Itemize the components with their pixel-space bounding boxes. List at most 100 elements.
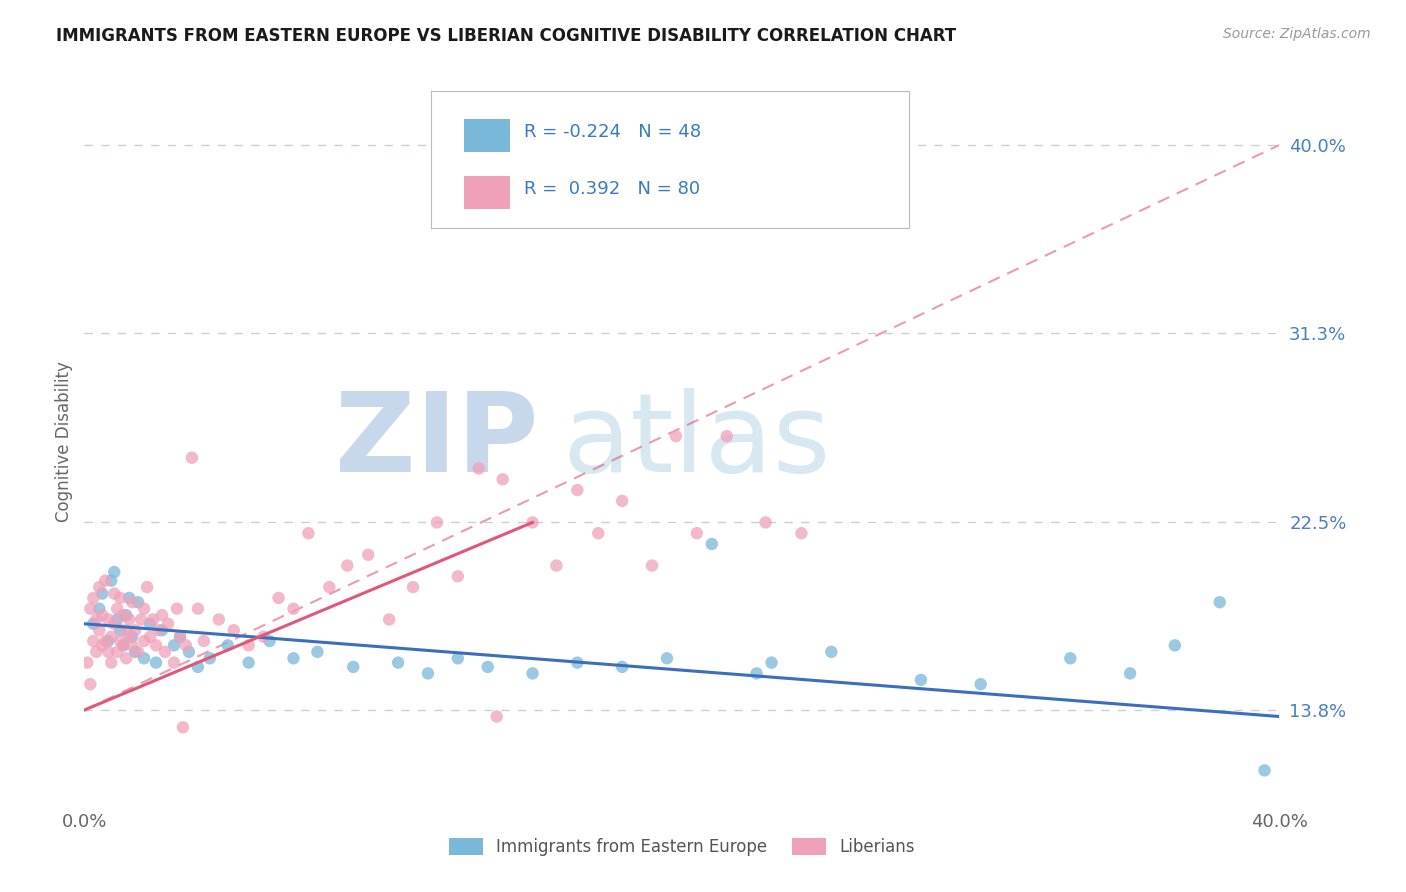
Text: R =  0.392   N = 80: R = 0.392 N = 80 — [524, 179, 700, 198]
Point — [700, 537, 723, 551]
Y-axis label: Cognitive Disability: Cognitive Disability — [55, 361, 73, 522]
Text: R = -0.224   N = 48: R = -0.224 N = 48 — [524, 122, 702, 141]
Point — [132, 651, 156, 665]
Point — [97, 645, 120, 659]
Point — [342, 660, 364, 674]
Point — [124, 624, 146, 638]
Point — [522, 666, 544, 681]
Point — [307, 645, 329, 659]
Point — [198, 651, 221, 665]
Point — [686, 526, 709, 541]
FancyBboxPatch shape — [464, 119, 510, 152]
FancyBboxPatch shape — [432, 91, 910, 228]
Point — [716, 429, 738, 443]
Point — [91, 586, 114, 600]
Point — [222, 624, 245, 638]
Point — [477, 660, 499, 674]
Point — [105, 612, 128, 626]
Point — [112, 608, 135, 623]
Point — [970, 677, 993, 691]
Point — [150, 608, 173, 623]
Point — [105, 645, 128, 659]
Point — [612, 493, 634, 508]
Text: ZIP: ZIP — [335, 388, 538, 495]
Point — [100, 574, 122, 588]
Point — [485, 709, 508, 723]
Point — [283, 601, 305, 615]
Point — [612, 660, 634, 674]
Point — [336, 558, 359, 573]
Point — [253, 630, 276, 644]
Point — [567, 656, 589, 670]
Point — [755, 516, 778, 530]
Point — [89, 580, 111, 594]
Point — [103, 565, 125, 579]
Point — [267, 591, 290, 605]
Point — [112, 638, 135, 652]
Point — [174, 638, 197, 652]
Point — [148, 624, 170, 638]
Point — [665, 429, 688, 443]
Point — [136, 580, 159, 594]
Point — [121, 595, 143, 609]
Point — [402, 580, 425, 594]
Point — [145, 656, 167, 670]
Point — [641, 558, 664, 573]
Point — [177, 645, 200, 659]
Point — [1119, 666, 1142, 681]
Point — [79, 601, 101, 615]
Point — [94, 574, 117, 588]
Point — [89, 601, 111, 615]
Point — [588, 526, 610, 541]
Point — [118, 591, 141, 605]
Point — [79, 677, 101, 691]
Point — [91, 608, 114, 623]
Point — [132, 634, 156, 648]
Point — [91, 638, 114, 652]
Point — [1164, 638, 1187, 652]
Point — [318, 580, 340, 594]
Point — [129, 612, 152, 626]
Legend: Immigrants from Eastern Europe, Liberians: Immigrants from Eastern Europe, Liberian… — [443, 831, 921, 863]
Point — [163, 656, 186, 670]
Point — [169, 630, 191, 644]
Point — [86, 612, 108, 626]
Point — [94, 634, 117, 648]
Point — [238, 656, 260, 670]
Point — [97, 612, 120, 626]
Point — [193, 634, 215, 648]
Point — [745, 666, 768, 681]
Point — [150, 624, 173, 638]
Point — [259, 634, 281, 648]
Point — [655, 651, 678, 665]
Point — [546, 558, 568, 573]
Point — [118, 612, 141, 626]
Point — [142, 612, 165, 626]
Point — [169, 630, 191, 644]
Point — [153, 645, 176, 659]
Point — [426, 516, 449, 530]
Point — [112, 638, 135, 652]
Point — [357, 548, 380, 562]
Point — [238, 638, 260, 652]
Point — [468, 461, 491, 475]
Point — [110, 634, 132, 648]
Point — [103, 586, 125, 600]
Point — [100, 656, 122, 670]
Point — [187, 601, 209, 615]
Point — [82, 616, 104, 631]
Point — [110, 624, 132, 638]
Text: Source: ZipAtlas.com: Source: ZipAtlas.com — [1223, 27, 1371, 41]
Point — [1059, 651, 1081, 665]
Point — [82, 634, 104, 648]
Point — [416, 666, 439, 681]
Point — [86, 645, 108, 659]
Point — [910, 673, 932, 687]
Point — [103, 616, 125, 631]
Point — [89, 624, 111, 638]
Point — [447, 651, 470, 665]
Point — [447, 569, 470, 583]
Point — [761, 656, 783, 670]
Point — [100, 630, 122, 644]
Point — [121, 638, 143, 652]
